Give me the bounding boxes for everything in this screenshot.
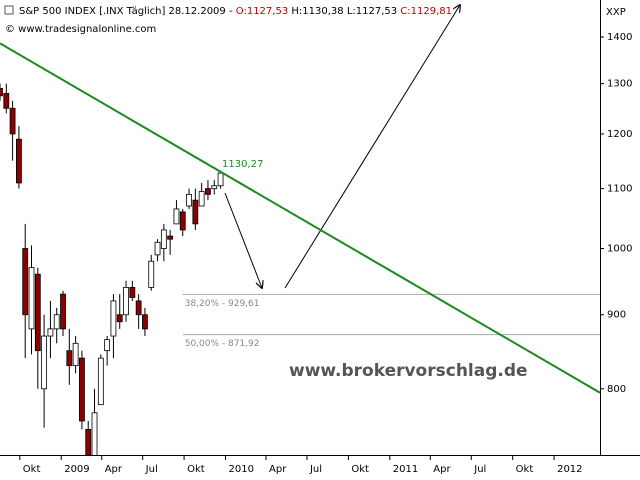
candle-body [41,335,48,390]
candle-body [28,267,35,330]
candle-body [129,287,136,298]
candle-body [192,199,199,225]
x-tick-label: 2012 [557,464,582,475]
candle-body [148,260,155,288]
fib-label: 38,20% - 929,61 [185,299,260,309]
candle-body [97,357,104,406]
projection-arrow [284,5,460,289]
x-tick-label: 2011 [393,464,418,475]
candle-body [34,273,41,352]
copyright: © www.tradesignalonline.com [5,24,156,35]
y-tick-label: 1000 [607,244,632,255]
candle-body [173,208,180,225]
candle-body [186,193,192,207]
y-tick-label: 900 [607,310,626,321]
x-tick-label: Apr [269,464,287,475]
x-tick-label: Jul [309,464,322,475]
candle-body [16,138,22,184]
candle-body [3,92,10,109]
axis-label: XXP [606,7,626,18]
candle-body [66,350,73,367]
x-tick-label: Okt [23,464,41,475]
candle-body [123,287,129,316]
plot-area: 38,20% - 929,61 50,00% - 871,92 [0,42,600,455]
header-name: S&P 500 INDEX [.INX Täglich] 28.12.2009 … [19,6,233,17]
candle-body [198,191,205,207]
candle-body [72,342,79,367]
candle-body [9,107,16,135]
header-open: O:1127,53 [236,6,288,17]
x-tick-label: 2009 [64,464,89,475]
header-low: L:1127,53 [347,6,397,17]
candle-body [205,188,211,195]
x-tick-label: Jul [145,464,158,475]
candle-body [60,293,66,330]
header-close: C:1129,81 [400,6,452,17]
candle-body [104,339,111,352]
x-tick-label: Okt [516,464,534,475]
candle-body [91,412,98,455]
y-tick-label: 1300 [607,79,632,90]
trendline [0,42,600,394]
candle-body [116,314,123,323]
y-tick-label: 1400 [607,32,632,43]
candle-body [22,248,29,316]
candle-body [53,314,60,330]
candle-body [179,211,186,231]
y-tick-label: 1200 [607,129,632,140]
candle-body [85,428,92,455]
candle-body [135,300,142,316]
x-tick-label: Apr [105,464,123,475]
header-high: H:1130,38 [291,6,343,17]
header: S&P 500 INDEX [.INX Täglich] 28.12.2009 … [19,6,452,17]
candle-body [211,185,218,190]
candle-body [47,328,54,337]
x-tick-label: Okt [351,464,369,475]
header-icon [4,5,14,15]
candle-body [110,300,117,337]
candle-body [79,357,85,422]
projection-arrow [224,192,262,288]
candle-body [167,235,174,240]
candle-body [142,314,148,330]
fib-label: 50,00% - 871,92 [185,339,260,349]
watermark: www.brokervorschlag.de [289,361,528,381]
annotation: 1130,27 [222,159,263,170]
candle-body [0,88,3,97]
candle-body [217,172,224,187]
candle-body [160,229,167,249]
y-tick-label: 1100 [607,184,632,195]
candle-body [154,241,161,256]
x-tick-label: 2010 [229,464,254,475]
x-tick-label: Apr [433,464,451,475]
x-tick-label: Okt [187,464,205,475]
y-tick-label: 800 [607,384,626,395]
x-tick-label: Jul [473,464,486,475]
